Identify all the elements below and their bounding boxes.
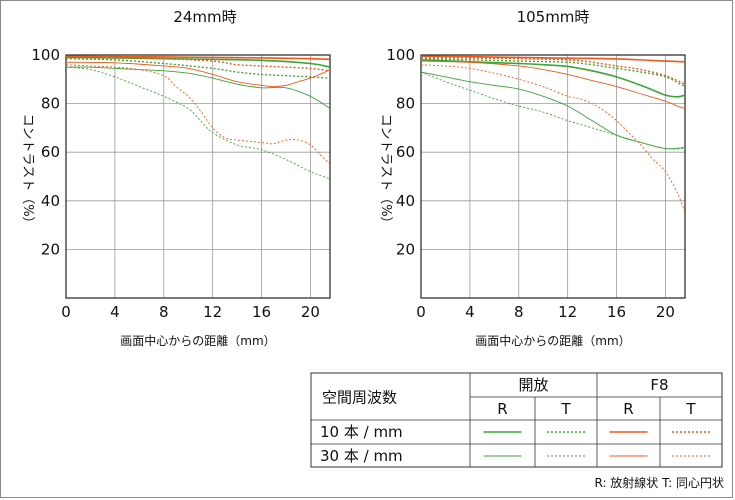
series-line-2	[421, 55, 685, 63]
y-tick-label: 60	[41, 143, 60, 161]
series-group	[421, 55, 685, 214]
x-tick-label: 4	[465, 303, 475, 321]
legend-row-30: 30 本 / mm	[320, 447, 403, 465]
x-tick-label: 20	[656, 303, 675, 321]
chart-title: 105mm時	[517, 8, 590, 26]
chart-title: 24mm時	[173, 8, 236, 26]
x-tick-label: 0	[416, 303, 426, 321]
series-line-2	[66, 55, 330, 61]
legend-sub-r: R	[623, 400, 633, 418]
legend-table: 空間周波数 開放 F8 R T R T 10 本 / mm 30 本 / mm	[310, 372, 723, 468]
series-line-0	[421, 59, 685, 98]
y-tick-label: 20	[396, 240, 415, 258]
chart-24mm: 24mm時 0 4 8 12 16 20 20 40 60 80 100 画面中心からの距離（mm） コン…	[20, 8, 331, 348]
y-axis-label: コントラスト（%）	[20, 113, 35, 229]
y-tick-label: 40	[396, 192, 415, 210]
y-tick-label: 80	[396, 95, 415, 113]
series-line-6	[421, 60, 685, 109]
x-axis-label: 画面中心からの距離（mm）	[475, 333, 630, 348]
series-line-7	[421, 64, 685, 214]
chart-105mm: 105mm時 0 4 8 12 16 20 20 40 60 80 100 画面中心からの距離（mm） コ…	[378, 8, 686, 348]
series-line-3	[66, 56, 330, 72]
legend-header: 空間周波数	[322, 389, 397, 407]
y-axis-label: コントラスト（%）	[378, 113, 393, 229]
legend-group-f8: F8	[650, 376, 668, 394]
legend-row-10: 10 本 / mm	[320, 423, 403, 441]
legend-sub-r: R	[497, 400, 507, 418]
plot-area	[420, 54, 686, 299]
series-line-7	[66, 64, 330, 165]
series-group	[66, 55, 330, 180]
series-line-4	[421, 71, 685, 150]
y-tick-label: 80	[41, 95, 60, 113]
y-tick-label: 60	[396, 143, 415, 161]
plot-area	[65, 54, 331, 299]
x-tick-label: 8	[159, 303, 169, 321]
legend-sub-t: T	[685, 400, 696, 418]
x-tick-label: 16	[252, 303, 271, 321]
y-tick-label: 100	[31, 46, 60, 64]
y-tick-label: 20	[41, 240, 60, 258]
series-line-5	[421, 71, 685, 150]
x-tick-label: 4	[110, 303, 120, 321]
x-tick-label: 0	[61, 303, 71, 321]
x-tick-label: 16	[607, 303, 626, 321]
x-tick-label: 8	[514, 303, 524, 321]
legend-sub-t: T	[560, 400, 571, 418]
y-tick-label: 40	[41, 192, 60, 210]
x-tick-label: 12	[558, 303, 577, 321]
series-line-1	[421, 57, 685, 88]
x-tick-label: 20	[301, 303, 320, 321]
x-tick-label: 12	[203, 303, 222, 321]
series-line-6	[66, 61, 330, 88]
series-line-4	[66, 66, 330, 109]
x-axis-label: 画面中心からの距離（mm）	[120, 333, 275, 348]
y-tick-label: 100	[386, 46, 415, 64]
legend-note: R: 放射線状 T: 同心円状	[594, 475, 724, 490]
legend-group-open: 開放	[518, 376, 548, 394]
